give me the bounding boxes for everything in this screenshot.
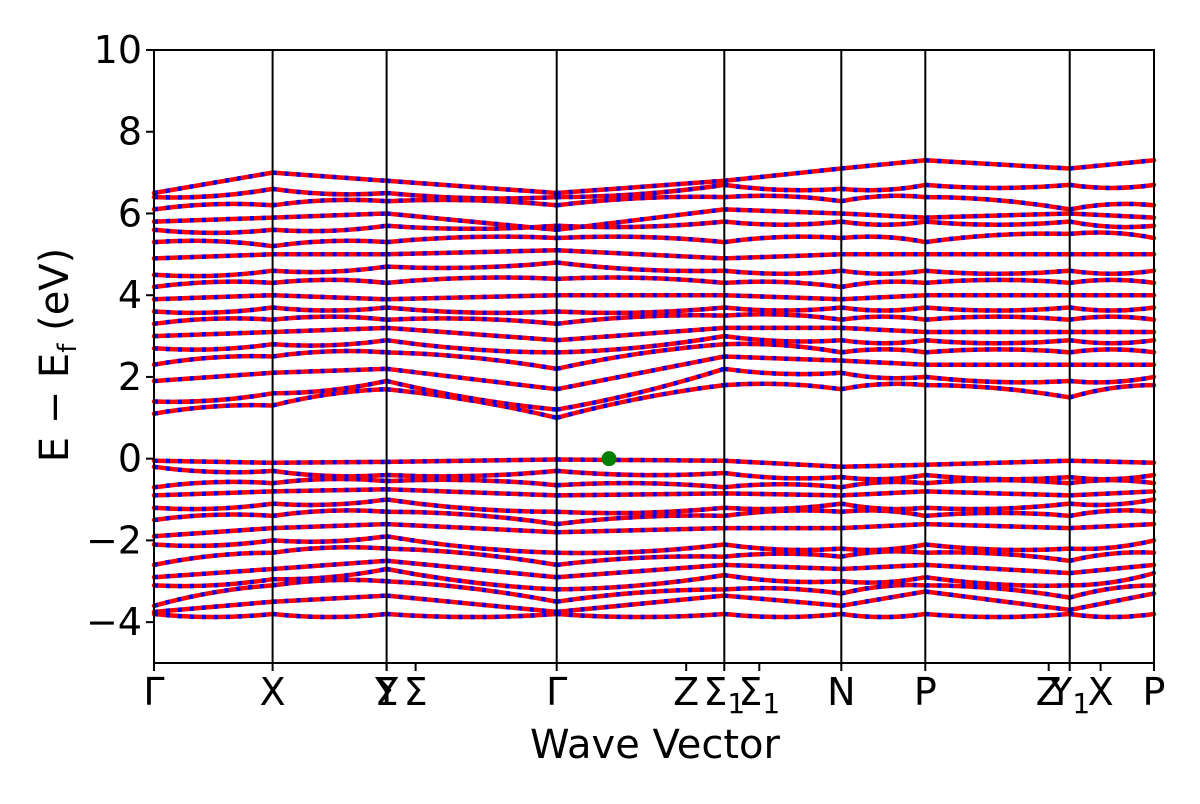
band-line-dashed xyxy=(153,219,1155,236)
x-tick-label: Z xyxy=(1036,670,1062,714)
y-axis-label-main: E − E xyxy=(32,353,78,463)
y-ticks: −4 −2 0 2 4 6 8 10 xyxy=(86,28,154,644)
x-tick-label: Σ1 xyxy=(738,670,780,720)
band-line-dashed xyxy=(153,577,1155,608)
x-tick-label: Σ xyxy=(404,670,428,714)
band-line-dashed xyxy=(153,247,1154,261)
marker-layer xyxy=(601,451,617,467)
y-tick-label: 4 xyxy=(118,273,142,317)
y-axis-label-subscript: f xyxy=(53,343,83,353)
x-tick-label: N xyxy=(827,670,855,714)
x-tick-label: Γ xyxy=(143,670,164,714)
band-line-dashed xyxy=(153,325,1154,343)
x-tick-label: Σ1 xyxy=(703,670,745,720)
band-line-dashed xyxy=(153,566,1155,592)
band-line-dashed xyxy=(153,534,1155,556)
band-line-dashed xyxy=(153,341,1155,372)
band-line-dashed xyxy=(153,292,1154,302)
y-tick-label: 2 xyxy=(118,355,142,399)
x-tick-label: Y xyxy=(374,670,399,714)
band-line-dashed xyxy=(153,558,1155,580)
band-line-dashed xyxy=(153,366,1155,412)
band-line-dashed xyxy=(153,457,1155,470)
band-line-dashed xyxy=(153,589,1155,615)
y-tick-label: −4 xyxy=(86,600,142,644)
marker-point xyxy=(601,451,617,467)
x-tick-label: Σ xyxy=(375,670,399,714)
y-tick-label: 6 xyxy=(118,191,142,235)
band-line-dashed xyxy=(153,158,1155,196)
band-line-dashed xyxy=(153,230,1155,249)
y-tick-label: 10 xyxy=(94,28,142,72)
band-line-dashed xyxy=(153,487,1155,498)
band-line-dashed xyxy=(153,182,1155,201)
y-tick-label: 0 xyxy=(118,437,142,481)
x-tick-label: X xyxy=(260,670,286,714)
y-axis-label-unit: (eV) xyxy=(32,248,78,344)
y-tick-label: 8 xyxy=(118,110,142,154)
x-tick-label: Y1 xyxy=(1048,670,1090,720)
band-line-dashed xyxy=(153,544,1155,568)
band-line-dashed xyxy=(153,464,1155,482)
x-tick-label: X xyxy=(1088,670,1114,714)
band-line-dashed xyxy=(153,260,1155,279)
band-line-dashed xyxy=(153,611,1155,620)
band-line-dashed xyxy=(153,207,1155,233)
x-tick-label: Γ xyxy=(546,670,567,714)
plot-border xyxy=(153,49,1155,664)
bands-layer xyxy=(151,158,1157,620)
plot-frame xyxy=(153,49,1155,664)
band-line-dashed xyxy=(153,508,1155,527)
x-tick-label: P xyxy=(914,670,937,714)
x-tick-label: P xyxy=(1143,670,1166,714)
band-line-dashed xyxy=(153,305,1155,316)
band-line-dashed xyxy=(153,521,1155,539)
band-line-dashed xyxy=(153,497,1155,516)
x-tick-label: Z xyxy=(673,670,699,714)
x-axis-label: Wave Vector xyxy=(530,722,781,768)
y-axis-label: E − Ef (eV) xyxy=(32,248,83,463)
band-line-dashed xyxy=(153,354,1154,392)
y-tick-label: −2 xyxy=(86,518,142,562)
band-line-dashed xyxy=(153,333,1155,355)
band-line-dashed xyxy=(153,275,1155,290)
band-line-dashed xyxy=(153,311,1155,327)
